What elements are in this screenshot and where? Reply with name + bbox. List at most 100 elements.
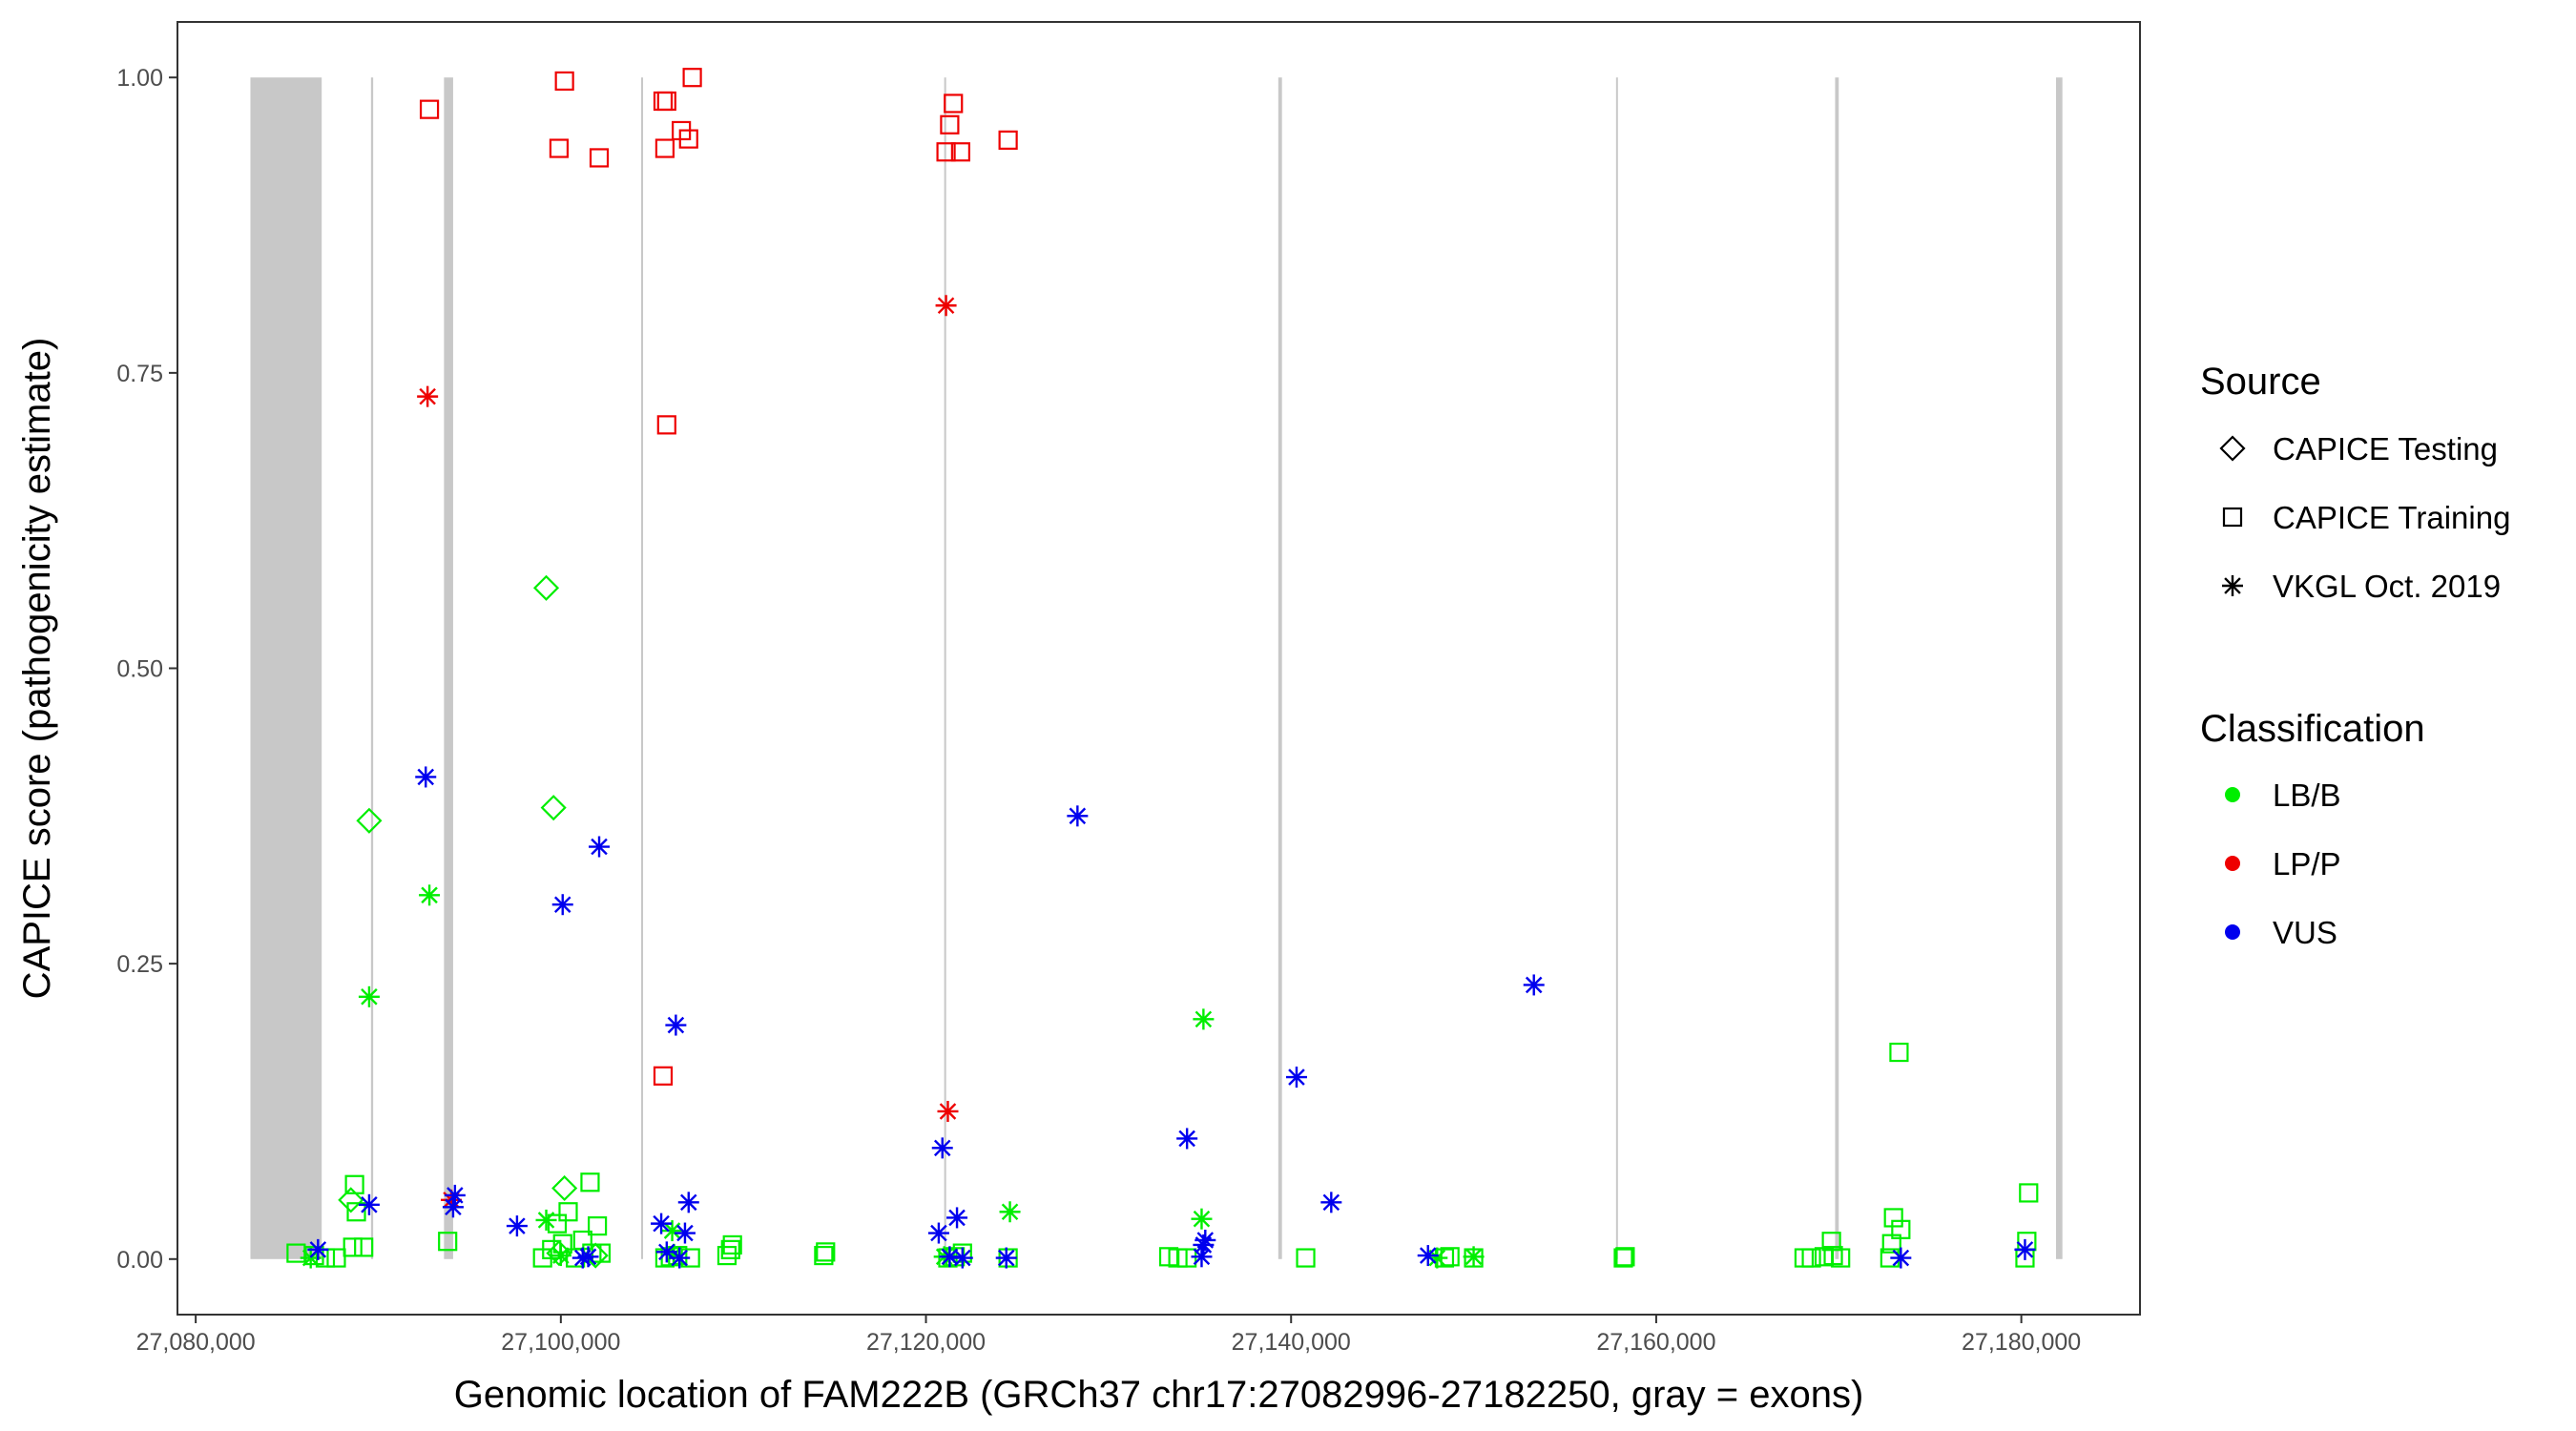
point-square-lbb <box>720 1239 740 1259</box>
point-asterisk-lbb <box>661 1220 683 1242</box>
point-asterisk-vus <box>665 1014 687 1036</box>
point-asterisk-vus <box>1523 974 1545 996</box>
point-asterisk-vus <box>307 1238 329 1260</box>
point-asterisk-vus <box>931 1137 953 1159</box>
point-square-lbb <box>1801 1248 1821 1268</box>
point-square-lbb <box>346 1202 366 1222</box>
point-square-lbb <box>1794 1248 1815 1268</box>
point-asterisk-vus <box>442 1196 464 1218</box>
point-square-lbb <box>717 1245 737 1266</box>
legend-classification-items: LB/B LP/P VUS <box>2225 778 2341 950</box>
x-tick-label: 27,180,000 <box>1962 1329 2081 1356</box>
exon-band-7 <box>1615 77 1618 1259</box>
y-axis: 0.00 0.25 0.50 0.75 1.00 <box>116 65 177 1274</box>
point-square-lbb <box>1891 1219 1911 1239</box>
point-asterisk-lbb <box>550 1245 571 1267</box>
point-square-lpp <box>419 99 440 119</box>
legend-class-label: VUS <box>2273 915 2337 950</box>
point-square-lbb <box>344 1174 364 1194</box>
point-asterisk-vus <box>1417 1245 1439 1267</box>
exon-band-5 <box>944 77 946 1259</box>
exon-band-9 <box>2055 77 2063 1259</box>
point-asterisk-vus <box>444 1184 466 1206</box>
x-tick-label: 27,120,000 <box>866 1329 986 1356</box>
point-square-lbb <box>1615 1247 1635 1267</box>
x-axis: 27,080,000 27,100,000 27,120,000 27,140,000… <box>136 1315 2081 1356</box>
point-asterisk-lbb <box>999 1201 1021 1223</box>
point-square-lbb <box>1177 1248 1197 1268</box>
point-square-lbb <box>588 1216 608 1236</box>
point-asterisk-lbb <box>1193 1008 1215 1030</box>
data-points <box>286 68 2039 1269</box>
point-square-lbb <box>816 1242 836 1262</box>
point-square-lpp <box>653 91 674 112</box>
point-asterisk-vus <box>589 836 611 858</box>
legend-source-title: Source <box>2200 361 2321 403</box>
point-square-lpp <box>678 129 698 149</box>
point-square-lbb <box>1440 1247 1460 1267</box>
point-asterisk-vus <box>946 1207 968 1229</box>
point-asterisk-lbb <box>1191 1208 1213 1230</box>
point-square-lbb <box>558 1202 578 1222</box>
exon-band-6 <box>1278 77 1282 1259</box>
point-asterisk-vus <box>651 1213 673 1234</box>
point-square-lpp <box>554 71 574 92</box>
point-square-lpp <box>653 1066 674 1086</box>
y-tick-label: 1.00 <box>116 65 163 92</box>
legend-key-asterisk <box>2222 575 2243 596</box>
y-tick-label: 0.50 <box>116 656 163 683</box>
exon-band-8 <box>1835 77 1839 1259</box>
point-diamond-lbb <box>356 807 383 834</box>
point-asterisk-vus <box>669 1247 691 1269</box>
point-diamond-lbb <box>338 1187 364 1213</box>
point-square-lbb <box>1613 1248 1633 1268</box>
point-square-lpp <box>940 114 960 135</box>
point-asterisk-vus <box>551 894 573 916</box>
point-asterisk-vus <box>927 1222 949 1244</box>
point-asterisk-vus <box>1067 805 1089 827</box>
y-tick-label: 0.00 <box>116 1247 163 1274</box>
point-asterisk-vus <box>2014 1238 2036 1260</box>
point-square-lpp <box>682 68 702 88</box>
point-square-lbb <box>343 1237 363 1257</box>
exon-band-4 <box>641 77 644 1259</box>
exon-band-3 <box>444 77 453 1259</box>
point-square-lpp <box>998 130 1018 150</box>
point-asterisk-lpp <box>935 295 957 317</box>
point-square-lpp <box>950 142 970 162</box>
point-asterisk-vus <box>1191 1246 1213 1268</box>
point-square-lbb <box>2019 1183 2039 1203</box>
point-asterisk-lpp <box>417 385 439 407</box>
legend-source-label: CAPICE Training <box>2273 500 2510 535</box>
point-asterisk-lbb <box>419 884 441 906</box>
legend: Source CAPICE Testing CAPICE Training VKGL… <box>2200 361 2510 950</box>
legend-key-dot <box>2225 787 2240 802</box>
point-square-lbb <box>438 1232 458 1252</box>
point-square-lbb <box>1831 1248 1851 1268</box>
point-asterisk-vus <box>1320 1192 1342 1213</box>
point-asterisk-lbb <box>358 985 380 1007</box>
point-square-lbb <box>1296 1248 1316 1268</box>
point-square-lbb <box>354 1237 374 1257</box>
x-axis-title: Genomic location of FAM222B (GRCh37 chr1… <box>454 1374 1864 1416</box>
point-asterisk-lpp <box>937 1100 959 1122</box>
y-axis-title: CAPICE score (pathogenicity estimate) <box>16 338 58 1000</box>
x-tick-label: 27,160,000 <box>1596 1329 1715 1356</box>
point-diamond-lbb <box>551 1174 578 1202</box>
point-square-lpp <box>944 93 964 114</box>
point-asterisk-vus <box>951 1247 973 1269</box>
x-tick-label: 27,100,000 <box>501 1329 620 1356</box>
point-asterisk-vus <box>995 1247 1017 1269</box>
point-asterisk-vus <box>677 1192 699 1213</box>
legend-key-dot <box>2225 924 2240 940</box>
x-tick-label: 27,140,000 <box>1232 1329 1351 1356</box>
point-square-lbb <box>1889 1042 1909 1063</box>
legend-key-diamond <box>2219 435 2246 462</box>
y-tick-label: 0.25 <box>116 951 163 978</box>
point-square-lbb <box>814 1245 834 1266</box>
point-asterisk-lbb <box>535 1209 557 1231</box>
point-square-lbb <box>580 1172 600 1192</box>
legend-source-items: CAPICE Testing CAPICE Training VKGL Oct. 2… <box>2219 431 2510 604</box>
point-square-lpp <box>589 148 610 168</box>
